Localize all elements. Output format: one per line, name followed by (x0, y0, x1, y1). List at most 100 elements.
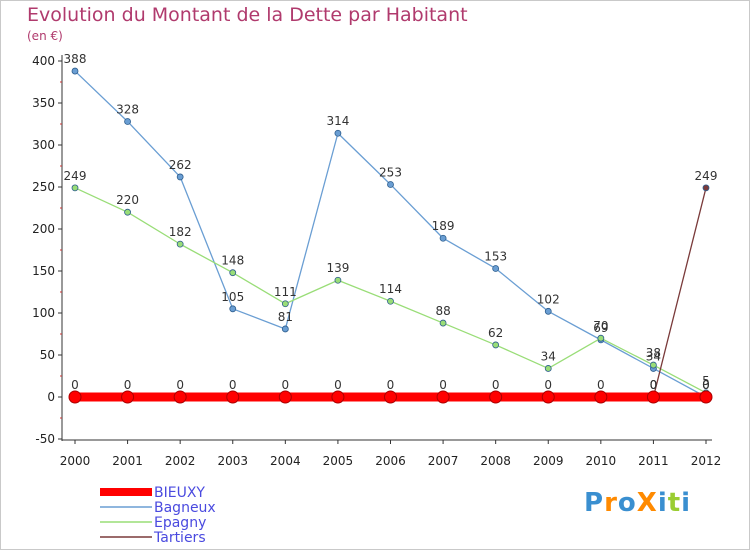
y-tick-label: -50 (35, 432, 55, 446)
data-point-bieuxy (594, 390, 608, 404)
legend-label-bieuxy: BIEUXY (154, 485, 205, 501)
data-label: 153 (484, 249, 507, 263)
x-tick-label: 2009 (533, 454, 564, 468)
series-line-tartiers (652, 187, 707, 398)
data-label: 5 (702, 374, 710, 388)
data-point-bieuxy (331, 390, 345, 404)
x-tick-label: 2011 (638, 454, 669, 468)
data-label: 69 (593, 321, 608, 335)
y-tick-label: 0 (47, 390, 55, 404)
data-point-bieuxy (173, 390, 187, 404)
data-point-epagny (492, 341, 500, 349)
data-label: 111 (274, 285, 297, 299)
data-point-bieuxy (541, 390, 555, 404)
data-label: 0 (282, 378, 290, 392)
data-point-epagny (334, 276, 342, 284)
legend-label-tartiers: Tartiers (153, 530, 206, 546)
x-tick-label: 2012 (691, 454, 722, 468)
x-tick-label: 2002 (165, 454, 196, 468)
data-point-bieuxy (278, 390, 292, 404)
data-point-bieuxy (646, 390, 660, 404)
data-point-bieuxy (699, 390, 713, 404)
logo-letter: i (657, 488, 668, 518)
data-label: 328 (116, 102, 139, 116)
data-label: 0 (597, 378, 605, 392)
data-label: 189 (432, 219, 455, 233)
data-point-bagneux (439, 234, 447, 242)
logo-letter: i (681, 488, 692, 518)
data-label: 0 (702, 378, 710, 392)
data-label: 220 (116, 193, 139, 207)
data-label: 314 (326, 114, 349, 128)
data-point-tartiers (702, 184, 710, 192)
data-point-epagny (281, 300, 289, 308)
data-point-epagny (597, 334, 605, 342)
data-point-bagneux (492, 265, 500, 272)
data-label: 105 (221, 290, 244, 304)
data-point-bagneux (281, 325, 289, 333)
data-point-bagneux (71, 67, 79, 75)
data-label: 262 (169, 158, 192, 172)
data-label: 0 (387, 378, 395, 392)
data-label: 253 (379, 165, 402, 179)
data-point-epagny (229, 269, 237, 277)
y-tick-label: 350 (32, 96, 55, 110)
y-tick-label: 250 (32, 180, 55, 194)
data-point-epagny (650, 361, 657, 369)
data-label: 0 (176, 378, 184, 392)
data-label: 139 (326, 261, 349, 275)
data-point-epagny (176, 240, 184, 248)
data-point-bagneux (334, 129, 342, 137)
data-point-bieuxy (68, 390, 82, 404)
data-point-epagny (124, 208, 131, 216)
data-point-epagny (544, 365, 552, 372)
proxiti-logo: ProXiti (584, 488, 691, 518)
data-label: 81 (278, 310, 293, 324)
data-label: 38 (646, 346, 661, 360)
chart-unit-label: (en €) (27, 29, 63, 43)
x-tick-label: 2008 (480, 454, 511, 468)
data-label: 114 (379, 282, 402, 296)
logo-letter: r (604, 488, 618, 518)
data-label: 0 (334, 378, 342, 392)
y-tick-label: 200 (32, 222, 55, 236)
data-label: 249 (695, 169, 718, 183)
x-tick-label: 2003 (217, 454, 248, 468)
data-label: 0 (702, 378, 710, 392)
data-label: 0 (439, 378, 447, 392)
chart-title: Evolution du Montant de la Dette par Hab… (27, 4, 468, 26)
x-tick-label: 2007 (428, 454, 459, 468)
x-tick-label: 2001 (112, 454, 143, 468)
data-label: 34 (541, 349, 556, 363)
data-point-bagneux (544, 307, 552, 315)
x-tick-label: 2005 (323, 454, 354, 468)
logo-letter: P (584, 488, 605, 518)
data-label: 62 (488, 326, 503, 340)
data-label: 0 (650, 378, 658, 392)
legend-label-bagneux: Bagneux (154, 500, 216, 516)
data-label: 0 (650, 378, 658, 392)
x-tick-label: 2004 (270, 454, 301, 468)
data-label: 148 (221, 254, 244, 268)
y-tick-label: 50 (40, 348, 55, 362)
data-label: 0 (492, 378, 500, 392)
data-label: 70 (593, 319, 608, 333)
data-point-bagneux (229, 305, 237, 313)
data-label: 249 (64, 169, 87, 183)
data-label: 34 (646, 349, 661, 363)
data-label: 0 (124, 378, 132, 392)
data-point-bieuxy (384, 390, 397, 404)
data-label: 88 (435, 304, 450, 318)
data-point-epagny (71, 184, 79, 192)
data-label: 182 (169, 225, 192, 239)
data-point-bagneux (387, 181, 394, 188)
data-point-bieuxy (121, 390, 135, 404)
logo-letter: X (636, 488, 658, 518)
y-tick-label: 300 (32, 138, 55, 152)
logo-letter: t (667, 488, 682, 518)
data-label: 0 (229, 378, 237, 392)
data-label: 0 (544, 378, 552, 392)
data-point-bieuxy (489, 390, 503, 404)
y-tick-label: 100 (32, 306, 55, 320)
